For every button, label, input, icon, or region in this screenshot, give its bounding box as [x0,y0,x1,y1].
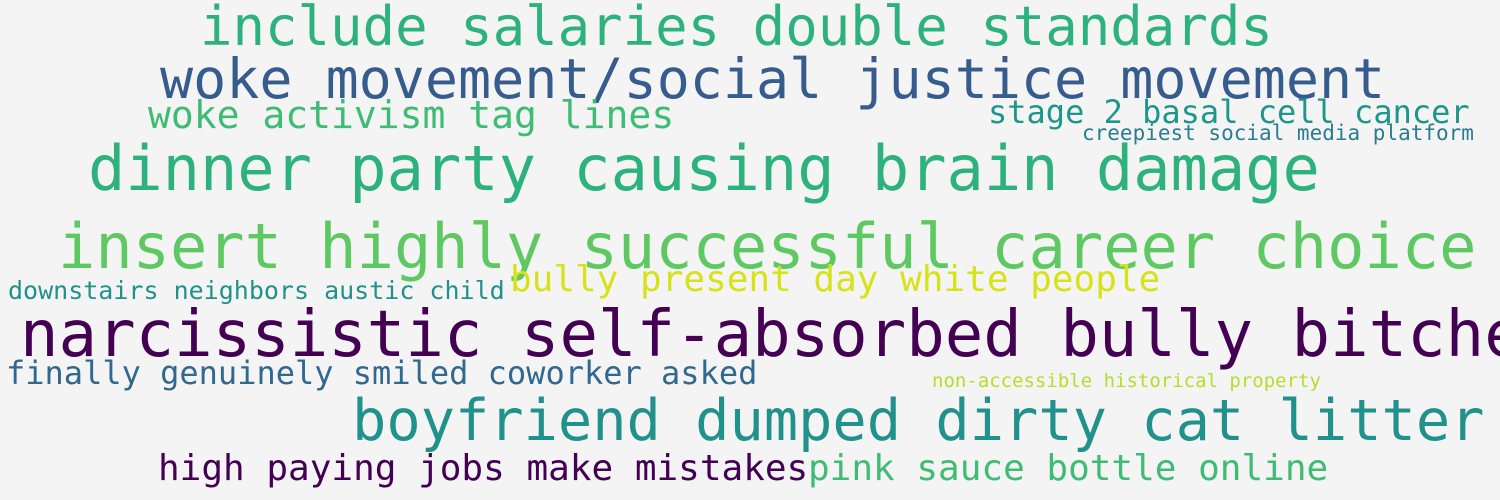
phrase-non-accessible-property: non-accessible historical property [932,370,1321,392]
phrase-high-paying-jobs: high paying jobs make mistakes [158,448,809,489]
phrase-downstairs-neighbors: downstairs neighbors austic child [8,276,505,305]
phrase-dinner-party: dinner party causing brain damage [88,132,1320,205]
phrase-bully-present-day: bully present day white people [510,259,1161,300]
phrase-boyfriend-dumped: boyfriend dumped dirty cat litter [352,388,1485,454]
phrase-finally-smiled: finally genuinely smiled coworker asked [6,354,758,392]
phrase-woke-movement: woke movement/social justice movement [160,47,1386,111]
phrase-narcissistic: narcissistic self-absorbed bully bitches [20,298,1500,372]
phrase-stage-2-basal: stage 2 basal cell cancer [988,93,1470,131]
phrase-insert-career-choice: insert highly successful career choice [58,210,1477,283]
phrase-pink-sauce: pink sauce bottle online [808,448,1329,489]
phrase-include-salaries: include salaries double standards [200,0,1273,58]
phrase-creepiest-social-media: creepiest social media platform [1082,121,1474,145]
phrase-woke-activism: woke activism tag lines [148,93,675,137]
